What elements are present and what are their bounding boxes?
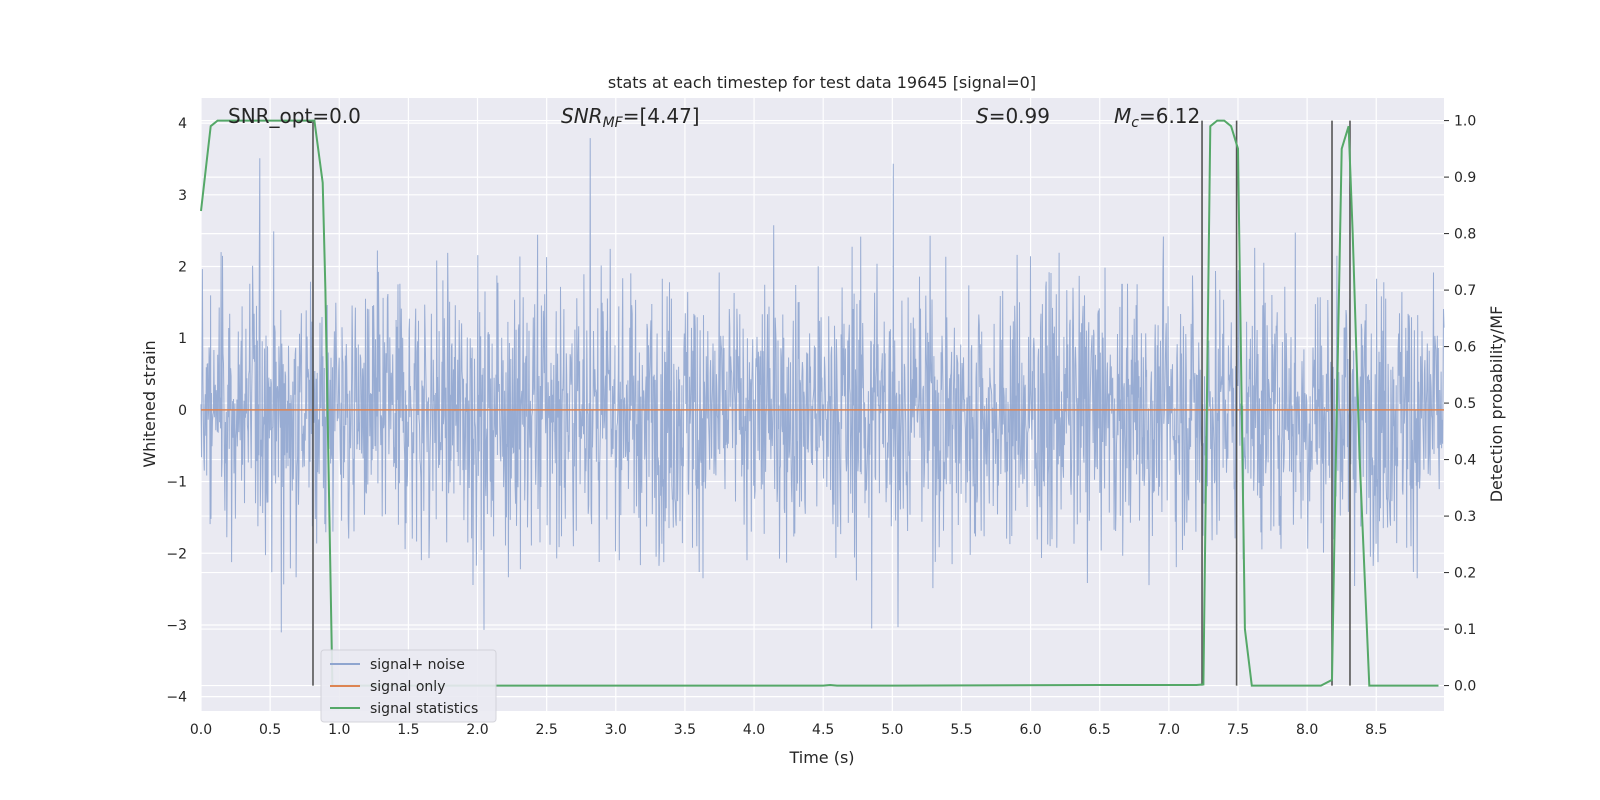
x-axis-label: Time (s)	[788, 748, 854, 767]
annotation: Mc=6.12	[1114, 104, 1200, 131]
legend-label: signal+ noise	[370, 657, 465, 673]
x-tick-label: 8.0	[1296, 722, 1318, 738]
y-tick-label: 3	[178, 188, 187, 204]
x-tick-label: 0.0	[190, 722, 212, 738]
x-tick-label: 5.0	[881, 722, 903, 738]
x-tick-label: 7.5	[1227, 722, 1249, 738]
ticks: 0.0 0.5 1.0 1.5 2.0 2.5 3.0 3.5 4.0 4.5 5.0 5.5 6.0 6…	[166, 114, 1476, 738]
x-tick-label: 6.0	[1019, 722, 1041, 738]
y-tick-label: 4	[178, 116, 187, 132]
y-tick-label: −4	[166, 690, 187, 706]
y2-tick-label: 1.0	[1454, 114, 1476, 130]
x-tick-label: 7.0	[1158, 722, 1180, 738]
x-tick-label: 2.0	[466, 722, 488, 738]
x-tick-label: 3.5	[674, 722, 696, 738]
y2-tick-label: 0.9	[1454, 170, 1476, 186]
annotations: SNR_opt=0.0 SNRMF=[4.47] S=0.99 Mc=6.12	[228, 104, 1200, 131]
legend: signal+ noise signal only signal statistic…	[320, 649, 497, 723]
y-tick-label: 0	[178, 403, 187, 419]
y-axis-label: Whitened strain	[140, 340, 159, 467]
x-tick-label: 2.5	[536, 722, 558, 738]
y2-tick-label: 0.2	[1454, 566, 1476, 582]
y2-tick-label: 0.6	[1454, 340, 1476, 356]
signal-statistics-line	[200, 119, 1439, 687]
annotation: S=0.99	[976, 104, 1050, 128]
y-tick-label: −1	[166, 475, 187, 491]
y2-tick-label: 0.1	[1454, 622, 1476, 638]
annotation: SNR_opt=0.0	[228, 104, 361, 128]
y-tick-label: −3	[166, 618, 187, 634]
y2-tick-label: 0.4	[1454, 453, 1476, 469]
y2-tick-label: 0.7	[1454, 283, 1476, 299]
x-tick-label: 6.5	[1089, 722, 1111, 738]
x-tick-label: 4.5	[812, 722, 834, 738]
chart-title: stats at each timestep for test data 196…	[608, 73, 1036, 92]
y2-tick-label: 0.8	[1454, 227, 1476, 243]
y-tick-label: 2	[178, 259, 187, 275]
y2-axis-label: Detection probability/MF	[1487, 306, 1506, 503]
legend-label: signal statistics	[370, 701, 478, 717]
x-tick-label: 4.0	[743, 722, 765, 738]
x-tick-label: 5.5	[950, 722, 972, 738]
x-tick-label: 8.5	[1365, 722, 1387, 738]
vertical-markers	[312, 120, 1351, 686]
y2-tick-label: 0.0	[1454, 679, 1476, 695]
x-tick-label: 3.0	[605, 722, 627, 738]
y2-tick-label: 0.5	[1454, 396, 1476, 412]
annotation: SNRMF=[4.47]	[561, 104, 700, 131]
y2-tick-label: 0.3	[1454, 509, 1476, 525]
legend-label: signal only	[370, 679, 445, 695]
x-tick-label: 0.5	[259, 722, 281, 738]
x-tick-label: 1.0	[328, 722, 350, 738]
legend-box	[320, 649, 497, 723]
series-signal-statistics	[200, 119, 1439, 687]
x-tick-label: 1.5	[397, 722, 419, 738]
y-tick-label: −2	[166, 546, 187, 562]
y-tick-label: 1	[178, 331, 187, 347]
